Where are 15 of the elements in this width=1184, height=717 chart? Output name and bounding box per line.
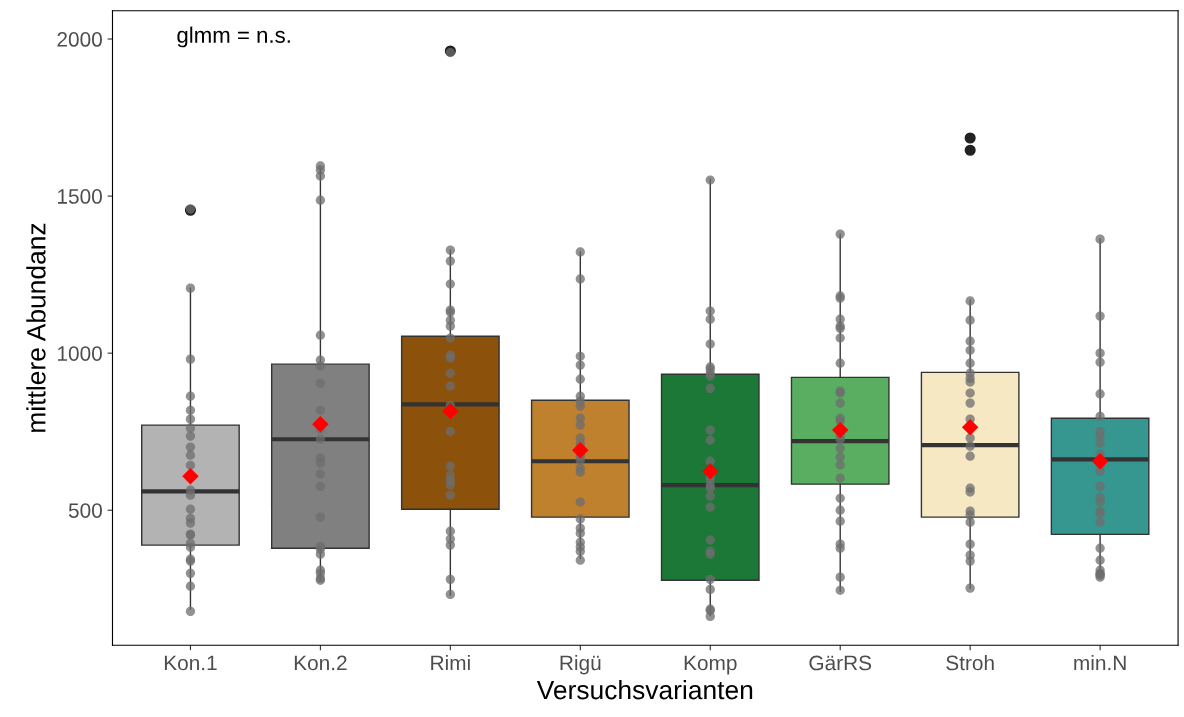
y-tick-label: 2000 <box>57 32 102 47</box>
x-tick-label: Komp <box>684 655 737 675</box>
annotation: glmm = n.s. <box>177 26 290 48</box>
x-tick-label: Kon.1 <box>164 655 217 671</box>
y-axis-title: mittlere Abundanz <box>26 223 46 432</box>
x-tick-label: Rimi <box>431 655 470 671</box>
x-tick-label: GärRS <box>809 655 872 671</box>
y-tick-label: 1000 <box>58 346 102 361</box>
y-tick-label: 500 <box>68 503 102 518</box>
y-tick-label: 1500 <box>58 189 102 204</box>
x-tick-label: Rigü <box>560 655 601 675</box>
x-tick-label: Kon.2 <box>294 655 347 671</box>
x-axis-title: Versuchsvarianten <box>536 680 753 700</box>
x-tick-label: Stroh <box>946 655 994 671</box>
x-tick-label: min.N <box>1074 655 1126 671</box>
